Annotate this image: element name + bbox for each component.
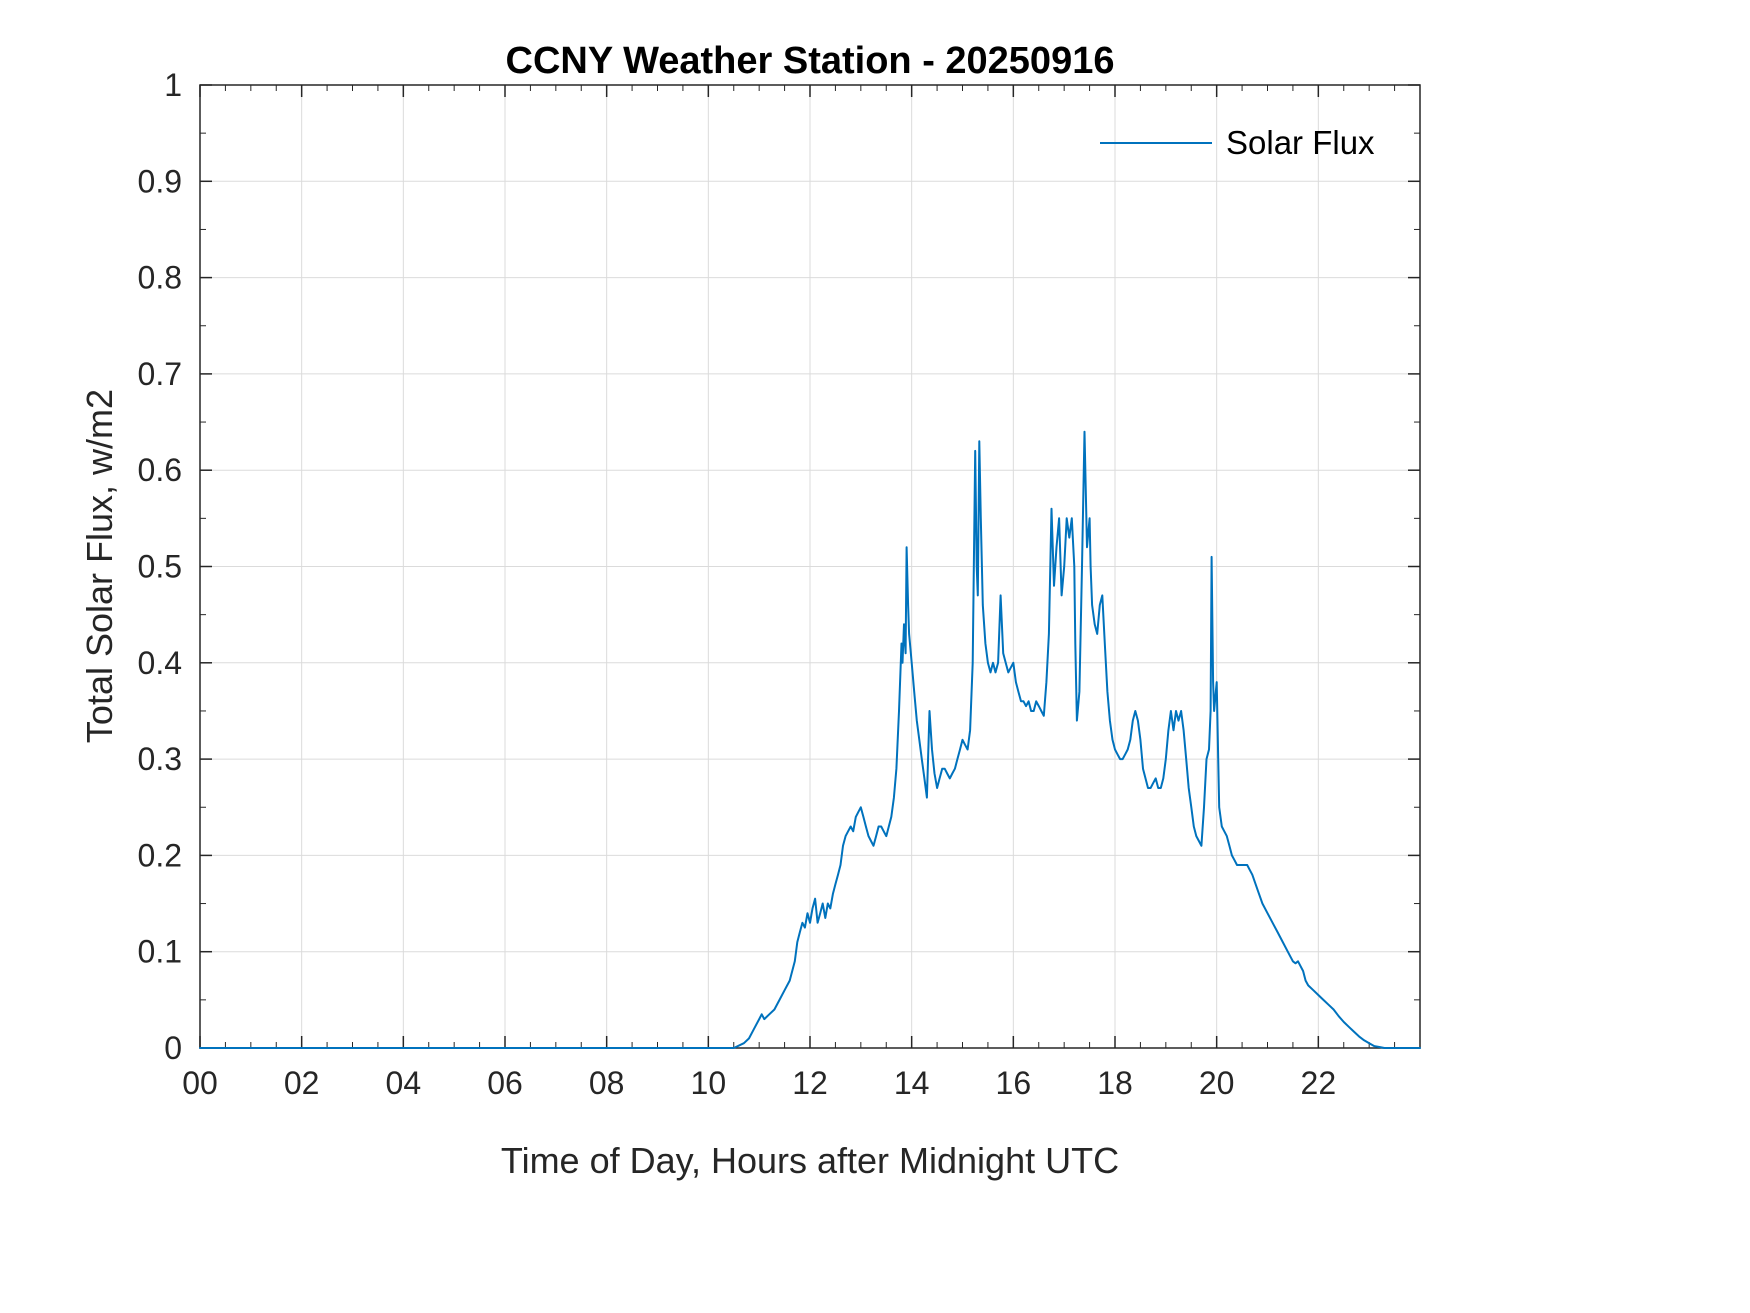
y-tick-label: 0.1 [138,934,182,970]
axes-box [199,84,1421,1049]
x-tick-label: 16 [996,1065,1032,1101]
x-tick-label: 18 [1097,1065,1133,1101]
y-tick-label: 0.7 [138,356,182,392]
x-tick-label: 08 [589,1065,625,1101]
x-tick-label: 22 [1301,1065,1337,1101]
legend-line-sample [1100,142,1212,144]
series-solar-flux-line [199,430,1421,1049]
x-axis-label: Time of Day, Hours after Midnight UTC [500,1140,1120,1181]
legend: Solar Flux [1100,124,1375,162]
x-tick-label: 00 [182,1065,218,1101]
x-tick-label: 02 [284,1065,320,1101]
y-tick-label: 0.4 [138,645,182,681]
y-tick-label: 0.8 [138,260,182,296]
legend-label: Solar Flux [1226,124,1375,161]
y-tick-label: 0.5 [138,549,182,585]
minor-ticks [200,85,1420,1048]
y-tick-label: 0.2 [138,837,182,873]
y-tick-label: 0.9 [138,163,182,199]
x-tick-label: 14 [894,1065,930,1101]
x-tick-label: 10 [691,1065,727,1101]
y-tick-label: 1 [164,67,182,103]
x-tick-label: 20 [1199,1065,1235,1101]
y-tick-label: 0.3 [138,741,182,777]
chart-title: CCNY Weather Station - 20250916 [505,40,1115,82]
y-axis-label: Total Solar Flux, w/m2 [79,388,120,744]
tick-labels: 00 02 04 06 08 10 12 14 16 18 20 22 0 0.1 0.2 0.3 0.4 0.5… [138,67,1337,1101]
grid-lines [200,85,1420,1048]
x-tick-label: 06 [487,1065,523,1101]
y-tick-label: 0 [164,1030,182,1066]
x-tick-label: 04 [386,1065,422,1101]
y-tick-label: 0.6 [138,452,182,488]
x-tick-label: 12 [792,1065,828,1101]
